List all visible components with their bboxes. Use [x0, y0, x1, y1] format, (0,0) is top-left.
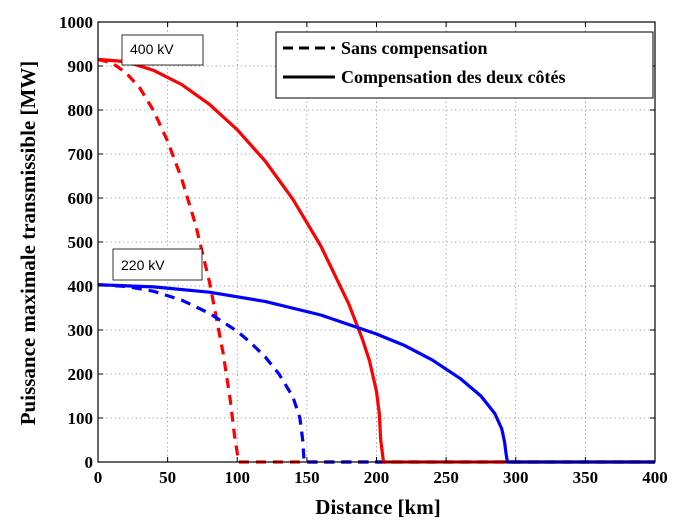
x-axis-label: Distance [km] [315, 495, 440, 519]
y-tick-label: 800 [68, 101, 94, 120]
y-tick-label: 300 [68, 321, 94, 340]
annotation-220kv-box [112, 248, 203, 281]
y-tick-label: 100 [68, 409, 94, 428]
y-tick-label: 900 [68, 57, 94, 76]
x-tick-label: 200 [364, 468, 390, 487]
x-tick-label: 100 [225, 468, 251, 487]
series-line-220kv-compensation [97, 283, 655, 464]
y-tick-label: 600 [68, 189, 94, 208]
annotation-400kv: 400 kV [121, 34, 204, 66]
x-tick-label: 350 [573, 468, 599, 487]
series-line-400kv-sans-compensation [97, 57, 655, 464]
legend-box [275, 31, 654, 99]
grid [98, 22, 655, 462]
series-line-220kv-sans-compensation [97, 283, 655, 464]
annotation-220kv: 220 kV [112, 248, 203, 281]
x-tick-label: 400 [642, 468, 668, 487]
y-axis-label: Puissance maximale transmissible [MW] [16, 61, 40, 426]
annotation-400kv-label: 400 kV [130, 41, 174, 57]
series-line-400kv-compensation [97, 57, 655, 464]
y-tick-label: 500 [68, 233, 94, 252]
x-tick-label: 50 [159, 468, 176, 487]
x-tick-label: 250 [433, 468, 459, 487]
x-tick-label: 300 [503, 468, 529, 487]
legend: Sans compensation Compensation des deux … [275, 31, 654, 99]
y-tick-label: 0 [85, 453, 94, 472]
legend-entry-compensation-deux-cotes: Compensation des deux côtés [341, 67, 566, 87]
y-tick-label: 700 [68, 145, 94, 164]
x-tick-label: 150 [294, 468, 320, 487]
y-tick-label: 200 [68, 365, 94, 384]
legend-entry-sans-compensation: Sans compensation [341, 38, 488, 58]
series-layer [97, 57, 655, 464]
x-tick-label: 0 [94, 468, 103, 487]
y-tick-label: 400 [68, 277, 94, 296]
annotation-400kv-box [121, 34, 204, 66]
tick-layer: 0 50 100 150 200 250 300 350 400 0 100 200 300 400 500… [59, 13, 668, 487]
y-tick-label: 1000 [59, 13, 93, 32]
annotation-220kv-label: 220 kV [121, 257, 165, 273]
